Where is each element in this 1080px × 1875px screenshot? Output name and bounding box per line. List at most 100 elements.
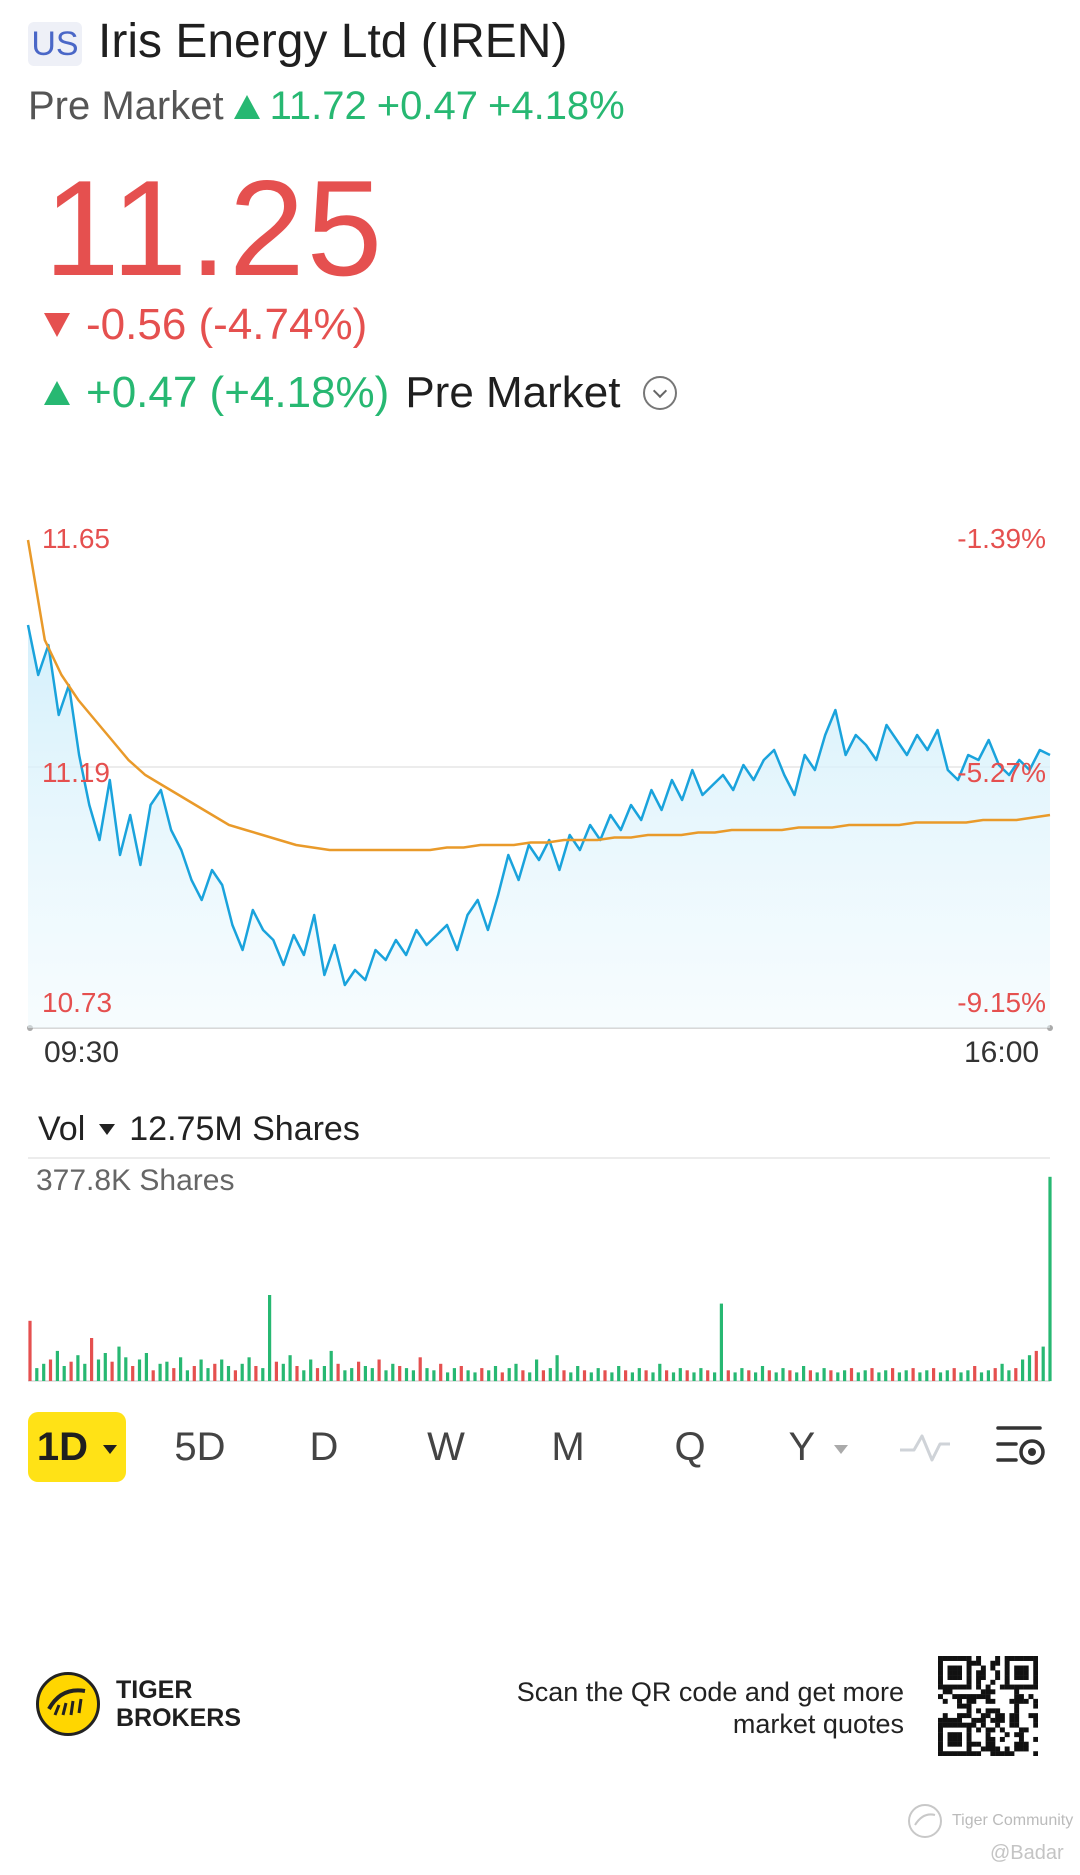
volume-max-label: 377.8K Shares bbox=[36, 1164, 235, 1197]
qr-module bbox=[976, 1694, 982, 1700]
qr-module bbox=[976, 1751, 982, 1756]
y-label-mid: 11.19 bbox=[42, 757, 110, 788]
qr-module bbox=[976, 1670, 982, 1676]
volume-bar bbox=[165, 1361, 169, 1381]
tiger-community-icon bbox=[908, 1804, 942, 1838]
volume-bar bbox=[459, 1366, 463, 1382]
qr-module bbox=[1014, 1722, 1020, 1728]
volume-bar bbox=[487, 1370, 491, 1382]
tab-year[interactable]: Y bbox=[768, 1412, 868, 1482]
tab-1d[interactable]: 1D bbox=[28, 1412, 126, 1482]
indicator-icon[interactable] bbox=[896, 1424, 954, 1468]
scan-qr-text: Scan the QR code and get more market quo… bbox=[516, 1677, 904, 1739]
qr-module bbox=[1014, 1717, 1020, 1723]
qr-module bbox=[1004, 1660, 1010, 1666]
volume-bar bbox=[274, 1361, 278, 1381]
qr-module bbox=[1004, 1732, 1010, 1738]
qr-module bbox=[957, 1656, 963, 1661]
qr-module bbox=[995, 1746, 1001, 1752]
volume-bar bbox=[781, 1368, 785, 1381]
qr-module bbox=[1023, 1670, 1029, 1676]
volume-bar bbox=[110, 1361, 114, 1381]
tab-5d[interactable]: 5D bbox=[174, 1425, 226, 1469]
qr-module bbox=[957, 1665, 963, 1671]
qr-module bbox=[1028, 1713, 1034, 1719]
qr-module bbox=[966, 1741, 972, 1747]
qr-module bbox=[966, 1727, 972, 1733]
volume-bar bbox=[192, 1366, 196, 1382]
volume-bar bbox=[843, 1370, 847, 1382]
qr-module bbox=[942, 1722, 948, 1728]
qr-module bbox=[985, 1732, 991, 1738]
intraday-chart[interactable]: 11.65 11.19 10.73 -1.39% -5.27% -9.15% bbox=[0, 0, 1080, 1400]
chart-settings-icon[interactable] bbox=[994, 1420, 1050, 1472]
qr-module bbox=[952, 1722, 958, 1728]
volume-bar bbox=[713, 1372, 717, 1381]
volume-bar bbox=[158, 1363, 162, 1381]
qr-module bbox=[1018, 1746, 1024, 1752]
qr-module bbox=[1033, 1713, 1038, 1719]
premarket-change: +0.47 bbox=[376, 84, 478, 128]
qr-module bbox=[1018, 1741, 1024, 1747]
volume-bar bbox=[28, 1320, 32, 1381]
pct-label-top: -1.39% bbox=[957, 523, 1046, 554]
tiger-logo-icon bbox=[36, 1672, 100, 1736]
qr-module bbox=[1033, 1698, 1038, 1704]
volume-bar bbox=[555, 1355, 559, 1381]
qr-module bbox=[947, 1717, 953, 1723]
qr-module bbox=[1009, 1684, 1015, 1690]
qr-module bbox=[980, 1694, 986, 1700]
volume-bar bbox=[493, 1366, 498, 1382]
qr-module bbox=[985, 1694, 991, 1700]
volume-bar bbox=[48, 1359, 53, 1381]
volume-bar bbox=[528, 1372, 532, 1381]
tab-month[interactable]: M bbox=[551, 1425, 585, 1469]
volume-bar bbox=[535, 1359, 539, 1381]
qr-module bbox=[966, 1660, 972, 1666]
volume-bar bbox=[671, 1372, 676, 1381]
qr-module bbox=[1018, 1656, 1024, 1661]
volume-bar bbox=[836, 1372, 840, 1381]
stock-title: Iris Energy Ltd (IREN) bbox=[98, 15, 568, 68]
premarket-toggle[interactable]: +0.47 (+4.18%) Pre Market bbox=[44, 368, 677, 418]
tab-day[interactable]: D bbox=[309, 1425, 339, 1469]
volume-bar bbox=[959, 1372, 963, 1381]
tab-week[interactable]: W bbox=[427, 1425, 465, 1469]
qr-module bbox=[952, 1675, 958, 1681]
qr-module bbox=[1014, 1741, 1020, 1747]
chevron-down-icon[interactable] bbox=[642, 376, 677, 410]
qr-module bbox=[976, 1684, 982, 1690]
tab-quarter[interactable]: Q bbox=[674, 1425, 706, 1469]
last-price: 11.25 bbox=[44, 152, 385, 304]
qr-module bbox=[1023, 1746, 1029, 1752]
premarket-price: 11.72 bbox=[269, 84, 367, 128]
volume-bar bbox=[281, 1363, 285, 1381]
qr-module bbox=[947, 1684, 953, 1690]
volume-bar bbox=[884, 1370, 888, 1382]
qr-module bbox=[957, 1732, 963, 1738]
volume-bar bbox=[425, 1368, 429, 1381]
qr-module bbox=[999, 1684, 1005, 1690]
qr-module bbox=[971, 1660, 977, 1666]
qr-module bbox=[1009, 1717, 1015, 1723]
qr-module bbox=[952, 1694, 958, 1700]
qr-module bbox=[1033, 1736, 1038, 1742]
volume-bar bbox=[685, 1370, 689, 1382]
qr-module bbox=[952, 1684, 958, 1690]
qr-module bbox=[961, 1656, 967, 1661]
volume-bar bbox=[658, 1363, 662, 1381]
qr-module bbox=[947, 1741, 953, 1747]
volume-bar bbox=[719, 1303, 723, 1381]
qr-module bbox=[990, 1708, 996, 1714]
volume-selector[interactable]: Vol 12.75M Shares bbox=[38, 1110, 360, 1149]
qr-module bbox=[999, 1717, 1005, 1723]
qr-module bbox=[957, 1684, 963, 1690]
qr-module bbox=[952, 1717, 958, 1723]
volume-bar bbox=[849, 1368, 854, 1381]
qr-module bbox=[980, 1665, 986, 1671]
qr-module bbox=[938, 1722, 943, 1728]
volume-bar bbox=[726, 1370, 730, 1382]
volume-bar bbox=[117, 1346, 121, 1381]
qr-module bbox=[990, 1727, 996, 1733]
brand-line-2: BROKERS bbox=[116, 1704, 242, 1732]
